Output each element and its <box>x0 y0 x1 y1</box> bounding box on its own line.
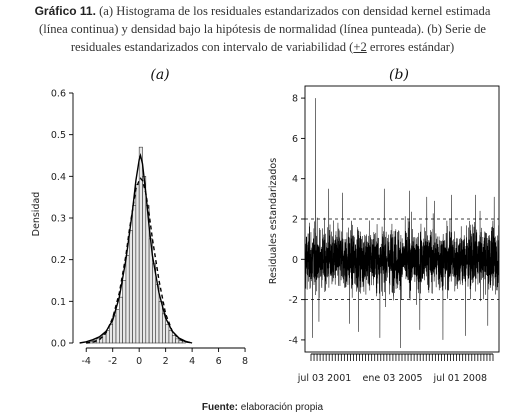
histogram-bar <box>175 338 180 344</box>
histogram-bar <box>181 341 186 344</box>
histogram-bar <box>132 205 137 344</box>
caption-line-2: (línea continua) y densidad bajo la hipó… <box>39 22 486 36</box>
panel-a-x-tick-label: 0 <box>136 356 142 367</box>
panel-b-y-tick-label: 0 <box>292 255 298 266</box>
panel-b-y-tick-label: 8 <box>292 94 298 105</box>
panel-b-series: (b) Residuales estandarizados -4 -2 0 2 4 6 8 j… <box>268 67 500 384</box>
panel-b-title: (b) <box>389 67 409 83</box>
histogram-bar <box>178 340 183 344</box>
panel-b-reference-lines <box>305 218 499 301</box>
panel-a-ylabel: Densidad <box>31 192 42 237</box>
panel-a-x-tick-label: 8 <box>242 356 248 367</box>
panel-a-y-tick-label: 0.3 <box>51 214 66 225</box>
panel-a-y-tick-label: 0.6 <box>51 89 66 100</box>
residual-series-line <box>304 98 500 348</box>
histogram-bar <box>168 330 173 344</box>
panel-a-x-tick-label: -2 <box>108 356 117 367</box>
histogram-bar <box>122 280 127 344</box>
panel-a-title: (a) <box>150 67 169 83</box>
panel-a-y-tick-label: 0.4 <box>51 172 66 183</box>
caption-line-3: residuales estandarizados con intervalo … <box>0 38 525 56</box>
panel-b-y-tick-label: 6 <box>292 134 298 145</box>
caption-line-1: Gráfico 11. (a) Histograma de los residu… <box>0 2 525 20</box>
panel-b-y-tick-label: 2 <box>292 215 298 226</box>
histogram-bar <box>135 184 140 344</box>
panel-a-x-tick-label: 6 <box>216 356 222 367</box>
panel-b-y-tick-label: -2 <box>289 295 298 306</box>
histogram-bar <box>125 255 130 344</box>
panel-b-ylabel: Residuales estandarizados <box>268 158 279 284</box>
panel-b-x-tick-label: jul 03 2001 <box>297 373 352 384</box>
histogram-bar <box>115 309 120 344</box>
histogram-bar <box>171 335 176 344</box>
caption-label: Gráfico 11. <box>34 4 96 18</box>
panel-a-x-tick-label: 4 <box>189 356 195 367</box>
panel-a-y-tick-label: 0.0 <box>51 339 66 350</box>
panel-a-y-tick-label: 0.2 <box>51 255 66 266</box>
panel-b-y-tick-label: 4 <box>292 174 298 185</box>
panel-a-axes: 0.0 0.1 0.2 0.3 0.4 0.5 0.6 -4 -2 0 2 4 6 8 <box>51 89 248 368</box>
caption-text-3b: errores estándar) <box>366 40 455 54</box>
panel-b-x-tick-label: ene 03 2005 <box>363 373 423 384</box>
normal-density-line <box>86 177 193 344</box>
panel-b-y-tick-label: -4 <box>289 335 298 346</box>
panel-a-x-tick-label: -4 <box>81 356 90 367</box>
panel-a-x-tick-label: 2 <box>163 356 169 367</box>
histogram-bar <box>165 323 170 344</box>
source-label: Fuente: <box>201 402 239 413</box>
caption-text-1: (a) Histograma de los residuales estanda… <box>99 4 491 18</box>
histogram-bar <box>109 323 114 344</box>
histogram-bar <box>138 146 143 344</box>
panel-a-histogram: (a) Densidad 0.0 0.1 0.2 0.3 0.4 0.5 0.6 -4 -2 0 2… <box>31 67 248 367</box>
panel-a-density-lines <box>79 152 193 344</box>
histogram-bar <box>102 334 107 344</box>
source-text: elaboración propia <box>238 402 324 413</box>
figure-caption: Gráfico 11. (a) Histograma de los residu… <box>0 2 525 56</box>
panel-b-series-line <box>304 98 500 348</box>
panel-a-y-tick-label: 0.5 <box>51 130 66 141</box>
figure-source: Fuente: elaboración propia <box>0 402 525 413</box>
caption-text-3a: residuales estandarizados con intervalo … <box>70 40 354 54</box>
histogram-bar <box>152 263 157 344</box>
histogram-bar <box>128 230 133 344</box>
caption-plusminus: +2 <box>353 40 367 54</box>
histogram-bar <box>158 301 163 344</box>
panel-b-axes: -4 -2 0 2 4 6 8 jul 03 2001 ene 03 2005 jul 01 20… <box>289 94 494 384</box>
histogram-bar <box>119 296 123 344</box>
histogram-bar <box>142 176 147 344</box>
panel-b-x-tick-label: jul 01 2008 <box>432 373 487 384</box>
panel-a-y-tick-label: 0.1 <box>51 297 66 308</box>
kernel-density-line <box>79 152 193 344</box>
